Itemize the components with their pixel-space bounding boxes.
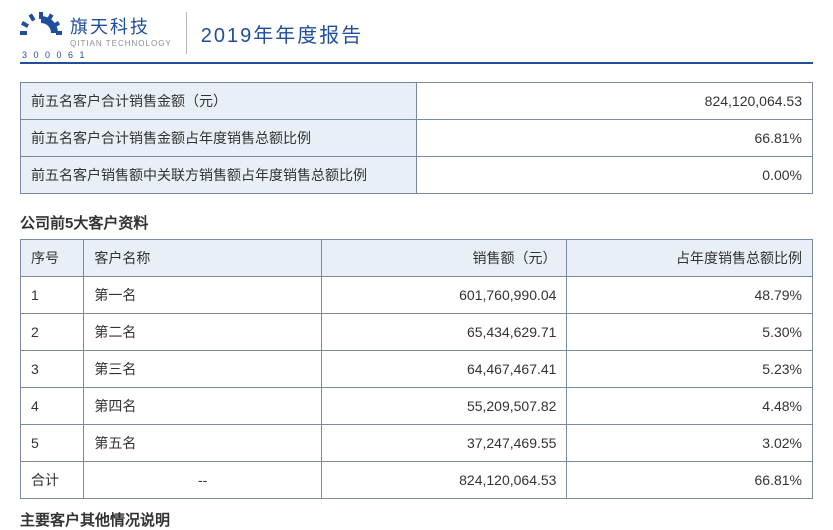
table-header-row: 序号 客户名称 销售额（元） 占年度销售总额比例 xyxy=(21,240,813,277)
cell-name: 第三名 xyxy=(84,351,322,388)
cell-ratio: 66.81% xyxy=(567,462,813,499)
report-title: 2019年年度报告 xyxy=(201,19,364,48)
table-total-row: 合计 -- 824,120,064.53 66.81% xyxy=(21,462,813,499)
cell-amount: 824,120,064.53 xyxy=(321,462,567,499)
summary-table-body: 前五名客户合计销售金额（元） 824,120,064.53 前五名客户合计销售金… xyxy=(21,83,813,194)
cell-ratio: 4.48% xyxy=(567,388,813,425)
table-row: 前五名客户合计销售金额（元） 824,120,064.53 xyxy=(21,83,813,120)
summary-value: 66.81% xyxy=(417,120,813,157)
cell-seq: 1 xyxy=(21,277,84,314)
cell-amount: 601,760,990.04 xyxy=(321,277,567,314)
cell-ratio: 48.79% xyxy=(567,277,813,314)
cell-amount: 37,247,469.55 xyxy=(321,425,567,462)
table-row: 前五名客户销售额中关联方销售额占年度销售总额比例 0.00% xyxy=(21,157,813,194)
cell-name: -- xyxy=(84,462,322,499)
cell-seq: 5 xyxy=(21,425,84,462)
company-name-en: QITIAN TECHNOLOGY xyxy=(70,39,172,49)
summary-label: 前五名客户合计销售金额（元） xyxy=(21,83,417,120)
cell-name: 第四名 xyxy=(84,388,322,425)
detail-table-body: 1 第一名 601,760,990.04 48.79% 2 第二名 65,434… xyxy=(21,277,813,499)
summary-value: 824,120,064.53 xyxy=(417,83,813,120)
cell-seq: 2 xyxy=(21,314,84,351)
col-header-seq: 序号 xyxy=(21,240,84,277)
col-header-name: 客户名称 xyxy=(84,240,322,277)
logo-text: 旗天科技 QITIAN TECHNOLOGY xyxy=(70,17,172,48)
col-header-ratio: 占年度销售总额比例 xyxy=(567,240,813,277)
summary-label: 前五名客户合计销售金额占年度销售总额比例 xyxy=(21,120,417,157)
cell-amount: 55,209,507.82 xyxy=(321,388,567,425)
cell-ratio: 5.30% xyxy=(567,314,813,351)
top5-section-title: 公司前5大客户资料 xyxy=(20,212,813,233)
cell-amount: 65,434,629.71 xyxy=(321,314,567,351)
table-row: 1 第一名 601,760,990.04 48.79% xyxy=(21,277,813,314)
cell-name: 第二名 xyxy=(84,314,322,351)
gear-icon xyxy=(20,12,62,54)
logo-block: 旗天科技 QITIAN TECHNOLOGY xyxy=(20,12,187,54)
cell-ratio: 3.02% xyxy=(567,425,813,462)
table-row: 2 第二名 65,434,629.71 5.30% xyxy=(21,314,813,351)
cell-ratio: 5.23% xyxy=(567,351,813,388)
table-row: 5 第五名 37,247,469.55 3.02% xyxy=(21,425,813,462)
table-row: 3 第三名 64,467,467.41 5.23% xyxy=(21,351,813,388)
table-row: 4 第四名 55,209,507.82 4.48% xyxy=(21,388,813,425)
detail-table-head: 序号 客户名称 销售额（元） 占年度销售总额比例 xyxy=(21,240,813,277)
table-row: 前五名客户合计销售金额占年度销售总额比例 66.81% xyxy=(21,120,813,157)
cell-amount: 64,467,467.41 xyxy=(321,351,567,388)
cell-seq: 3 xyxy=(21,351,84,388)
page-header: 旗天科技 QITIAN TECHNOLOGY 2019年年度报告 xyxy=(20,12,813,64)
cell-seq: 4 xyxy=(21,388,84,425)
footer-note: 主要客户其他情况说明 xyxy=(20,509,813,530)
col-header-amount: 销售额（元） xyxy=(321,240,567,277)
company-name-cn: 旗天科技 xyxy=(70,17,172,39)
summary-label: 前五名客户销售额中关联方销售额占年度销售总额比例 xyxy=(21,157,417,194)
detail-table: 序号 客户名称 销售额（元） 占年度销售总额比例 1 第一名 601,760,9… xyxy=(20,239,813,499)
summary-table: 前五名客户合计销售金额（元） 824,120,064.53 前五名客户合计销售金… xyxy=(20,82,813,194)
cell-name: 第五名 xyxy=(84,425,322,462)
cell-name: 第一名 xyxy=(84,277,322,314)
stock-code: 3 0 0 0 6 1 xyxy=(22,50,87,60)
cell-seq: 合计 xyxy=(21,462,84,499)
summary-value: 0.00% xyxy=(417,157,813,194)
